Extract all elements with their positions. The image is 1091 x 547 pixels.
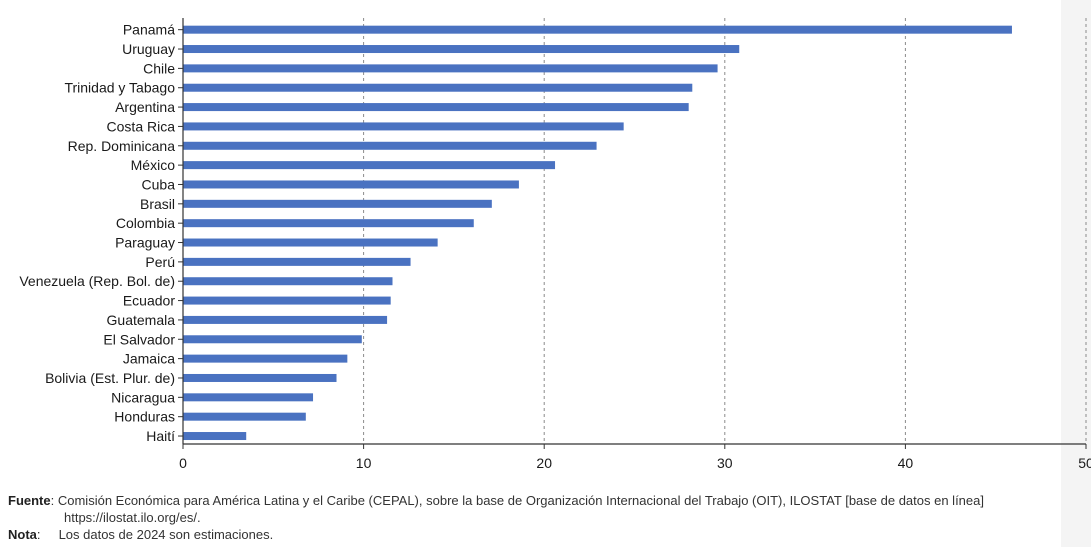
category-label: Ecuador: [123, 293, 175, 309]
category-label: Jamaica: [123, 351, 175, 367]
note-colon: :: [36, 527, 59, 540]
category-label: Panamá: [123, 22, 175, 38]
bar: [183, 161, 556, 170]
bar: [183, 64, 718, 73]
category-label: Chile: [143, 60, 175, 76]
bar: [183, 393, 314, 402]
category-label: Costa Rica: [107, 118, 176, 134]
gridlines: [363, 18, 1087, 444]
category-label: Colombia: [116, 215, 175, 231]
category-label: Haití: [146, 428, 175, 444]
bar: [183, 315, 388, 324]
bar: [183, 122, 624, 131]
source-colon: :: [50, 493, 58, 508]
x-tick-label: 10: [356, 455, 372, 471]
category-label: Paraguay: [115, 235, 175, 251]
category-label: Perú: [145, 254, 175, 270]
bar: [183, 83, 693, 92]
bar: [183, 45, 740, 54]
note-line: Nota: Los datos de 2024 son estimaciones…: [8, 526, 1088, 540]
source-text: Comisión Económica para América Latina y…: [57, 493, 984, 508]
x-tick-labels: 0 10 20 30 40 50: [179, 444, 1091, 471]
bar: [183, 296, 391, 305]
bar: [183, 354, 348, 363]
bar: [183, 25, 1012, 34]
category-label: México: [131, 157, 176, 173]
note-label: Nota: [8, 527, 37, 540]
bar: [183, 412, 306, 421]
bar: [183, 238, 438, 247]
category-label: Uruguay: [122, 41, 175, 57]
bar: [183, 373, 337, 382]
bar: [183, 335, 362, 344]
category-label: Bolivia (Est. Plur. de): [45, 370, 175, 386]
bar: [183, 141, 597, 150]
x-tick-label: 0: [179, 455, 187, 471]
category-label: Cuba: [142, 176, 176, 192]
source-label: Fuente: [8, 493, 51, 508]
category-label: Rep. Dominicana: [68, 138, 176, 154]
x-tick-label: 50: [1078, 455, 1091, 471]
x-tick-label: 30: [717, 455, 733, 471]
x-tick-label: 20: [536, 455, 552, 471]
bar: [183, 432, 247, 441]
category-label: El Salvador: [103, 331, 175, 347]
bars: [183, 25, 1012, 441]
category-labels: Panamá Uruguay Chile Trinidad y Tabago Argen…: [19, 22, 183, 444]
chart-notes: Fuente: Comisión Económica para América …: [8, 492, 1088, 540]
bar: [183, 180, 519, 189]
category-label: Nicaragua: [111, 389, 175, 405]
bar: [183, 199, 492, 208]
note-text: Los datos de 2024 son estimaciones.: [58, 527, 274, 540]
category-label: Venezuela (Rep. Bol. de): [19, 273, 175, 289]
bar: [183, 277, 393, 286]
bar-chart: Panamá Uruguay Chile Trinidad y Tabago Argen…: [19, 18, 1091, 471]
category-label: Brasil: [140, 196, 175, 212]
category-label: Honduras: [114, 409, 175, 425]
category-label: Trinidad y Tabago: [64, 80, 175, 96]
bar: [183, 219, 474, 228]
category-label: Guatemala: [107, 312, 176, 328]
source-line: Fuente: Comisión Económica para América …: [8, 492, 1088, 509]
bar: [183, 103, 689, 112]
axes: [182, 18, 1086, 445]
bar: [183, 257, 411, 266]
source-url: https://ilostat.ilo.org/es/.: [64, 510, 201, 525]
x-tick-label: 40: [898, 455, 914, 471]
category-label: Argentina: [115, 99, 175, 115]
